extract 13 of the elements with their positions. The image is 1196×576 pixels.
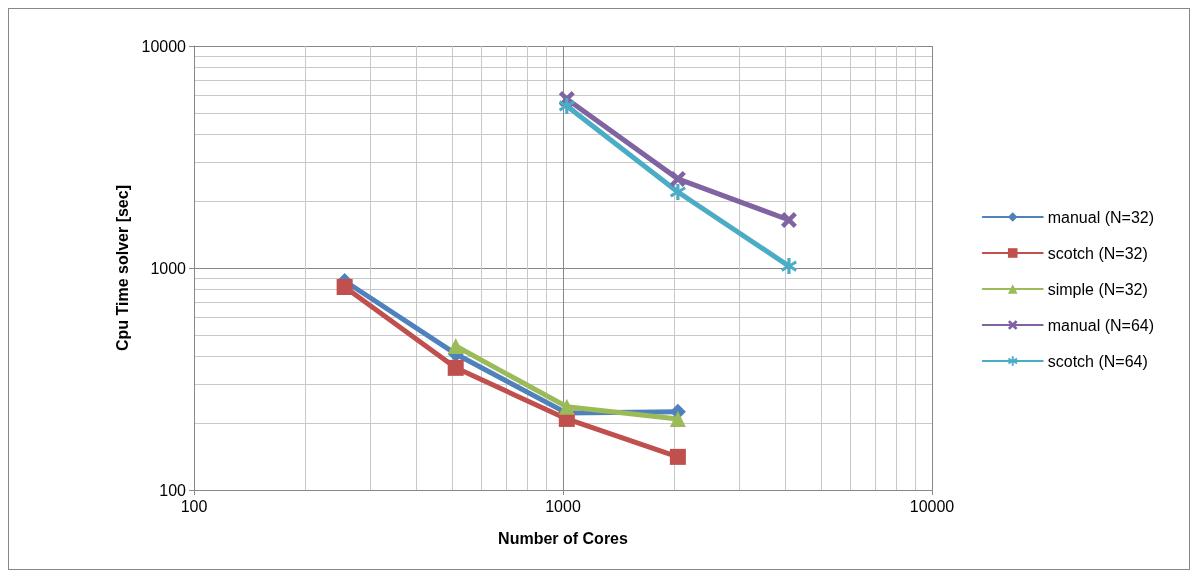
legend-label: simple (N=32): [1047, 280, 1148, 298]
x-tick-label: 10000: [909, 497, 955, 515]
legend-label: manual (N=64): [1047, 316, 1155, 334]
y-tick-label: 10000: [141, 37, 187, 55]
x-tick-label: 1000: [545, 497, 581, 515]
legend-label: scotch (N=64): [1047, 352, 1148, 370]
x-tick-label: 100: [180, 497, 208, 515]
legend-label: manual (N=32): [1047, 208, 1155, 226]
x-axis-title: Number of Cores: [498, 529, 628, 547]
y-tick-label: 100: [159, 481, 187, 499]
y-tick-label: 1000: [150, 259, 187, 277]
legend-label: scotch (N=32): [1047, 244, 1148, 262]
y-axis-title: Cpu Time solver [sec]: [114, 185, 132, 351]
